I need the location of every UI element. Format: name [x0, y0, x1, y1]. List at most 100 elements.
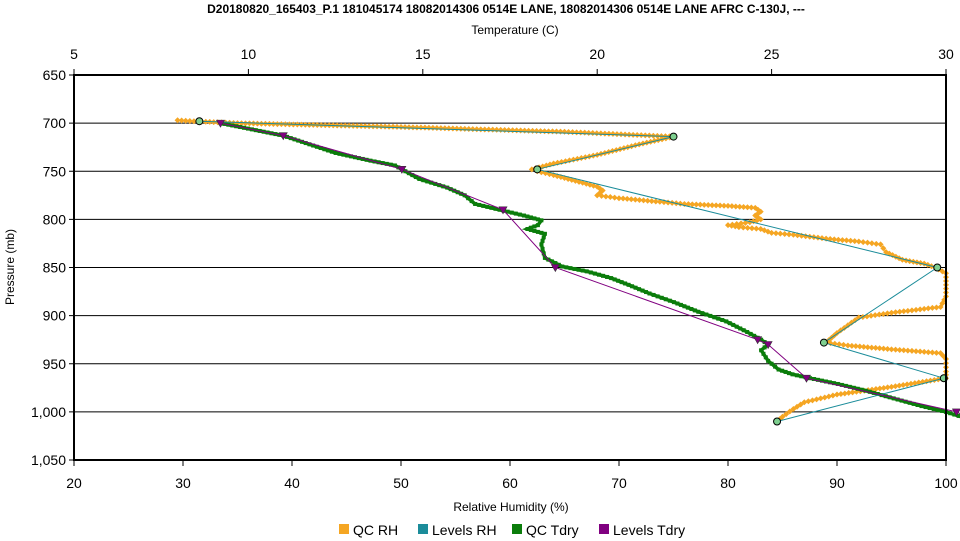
- data-point: [790, 231, 797, 238]
- x-top-tick-label: 5: [70, 46, 78, 62]
- data-point: [607, 194, 614, 201]
- data-point: [884, 310, 891, 317]
- legend-swatch: [339, 524, 349, 534]
- data-point: [933, 263, 942, 272]
- data-point: [326, 148, 331, 153]
- data-point: [307, 142, 312, 147]
- data-point: [856, 343, 863, 350]
- data-point: [589, 130, 596, 137]
- data-point: [845, 389, 852, 396]
- data-point: [553, 261, 558, 266]
- data-point: [299, 139, 304, 144]
- data-point: [517, 212, 522, 217]
- data-point: [736, 203, 743, 210]
- data-point: [433, 181, 438, 186]
- data-point: [880, 345, 887, 352]
- data-point: [915, 403, 920, 407]
- series-line: [177, 119, 947, 422]
- data-point: [190, 118, 197, 125]
- legend-label: QC Tdry: [526, 522, 579, 538]
- series-layer: [174, 117, 960, 426]
- data-point: [763, 355, 768, 360]
- series-levels-tdry: [215, 119, 960, 417]
- legend-item: QC RH: [339, 522, 398, 538]
- data-point: [174, 117, 181, 124]
- data-point: [493, 206, 498, 211]
- data-point: [837, 391, 844, 397]
- data-point: [766, 358, 771, 363]
- data-point: [445, 125, 452, 132]
- data-point: [582, 154, 589, 161]
- x-top-axis-title: Temperature (C): [471, 23, 558, 37]
- data-point: [880, 310, 887, 317]
- data-point: [594, 192, 601, 199]
- data-point: [773, 364, 778, 369]
- legend-item: Levels RH: [418, 522, 497, 538]
- data-point: [616, 195, 622, 202]
- data-point: [801, 374, 811, 383]
- data-point: [397, 166, 407, 174]
- data-point: [727, 321, 732, 326]
- data-point: [712, 315, 717, 320]
- data-point: [860, 343, 867, 350]
- data-point: [409, 124, 416, 131]
- data-point: [667, 298, 672, 303]
- data-point: [786, 231, 793, 238]
- data-point: [528, 166, 535, 173]
- data-point: [539, 242, 544, 247]
- data-point: [392, 163, 397, 168]
- x-bottom-tick-label: 30: [175, 475, 191, 491]
- y-tick-label: 1,050: [31, 452, 66, 468]
- data-point: [895, 397, 900, 402]
- data-point: [647, 291, 652, 296]
- data-point: [630, 284, 635, 289]
- data-point: [735, 224, 742, 231]
- data-point: [637, 287, 642, 292]
- data-point: [860, 239, 867, 246]
- data-point: [592, 271, 597, 276]
- data-point: [705, 202, 712, 209]
- data-point: [900, 347, 907, 354]
- data-point: [831, 236, 838, 243]
- data-point: [811, 377, 816, 382]
- data-point: [720, 318, 725, 323]
- data-point: [186, 117, 193, 124]
- data-point: [314, 144, 319, 149]
- data-point: [821, 394, 828, 401]
- data-point: [477, 202, 482, 207]
- data-point: [837, 327, 844, 334]
- x-top-tick-label: 15: [415, 46, 431, 62]
- data-point: [844, 322, 851, 329]
- data-point: [925, 349, 932, 356]
- data-point: [382, 123, 389, 130]
- data-point: [919, 404, 924, 409]
- data-point: [541, 235, 546, 240]
- data-point: [682, 304, 687, 309]
- legend-swatch: [418, 524, 428, 534]
- data-point: [888, 346, 895, 353]
- data-point: [601, 130, 608, 137]
- data-point: [238, 120, 245, 127]
- data-point: [748, 331, 753, 336]
- data-point: [602, 193, 609, 200]
- data-point: [215, 119, 226, 128]
- y-tick-label: 850: [43, 260, 67, 276]
- data-point: [671, 300, 676, 305]
- data-point: [701, 201, 708, 208]
- data-point: [405, 124, 412, 131]
- data-point: [876, 345, 883, 352]
- data-point: [481, 203, 486, 208]
- data-point: [728, 203, 735, 210]
- data-point: [913, 306, 920, 313]
- data-point: [410, 173, 415, 178]
- data-point: [441, 125, 448, 132]
- data-point: [815, 377, 820, 382]
- data-point: [370, 123, 377, 130]
- data-point: [675, 301, 680, 306]
- data-point: [532, 228, 537, 233]
- data-point: [584, 269, 589, 274]
- data-point: [855, 238, 862, 245]
- data-point: [473, 201, 478, 206]
- data-point: [724, 319, 729, 324]
- data-point: [921, 348, 928, 355]
